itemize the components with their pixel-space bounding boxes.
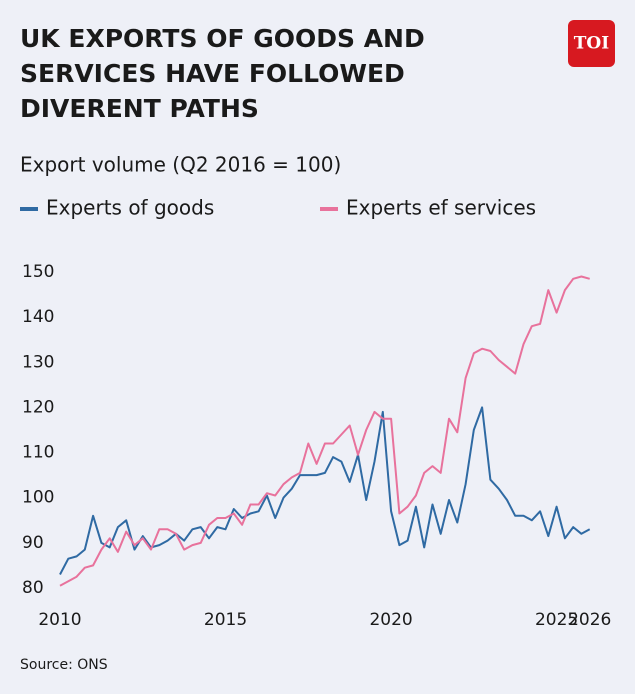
subtitle: Export volume (Q2 2016 = 100) [20, 153, 341, 177]
source: Source: ONS [20, 657, 108, 673]
x-tick-label: 2020 [369, 610, 412, 630]
x-tick-label: 2015 [204, 610, 247, 630]
y-tick-label: 150 [22, 262, 54, 282]
series-line [59, 275, 590, 587]
y-tick-label: 120 [22, 397, 54, 417]
logo-box [568, 20, 615, 67]
x-tick-label: 2010 [38, 610, 81, 630]
legend-label: Experts ef services [346, 196, 536, 220]
series-line [59, 406, 591, 575]
y-tick-label: 90 [22, 533, 44, 553]
y-tick-label: 130 [22, 352, 54, 372]
legend-label: Experts of goods [46, 196, 214, 220]
x-tick-label: 2025 [535, 610, 578, 630]
chart-title: UK EXPORTS OF GOODS AND [20, 24, 425, 53]
chart-title: DIVERENT PATHS [20, 94, 259, 123]
x-tick-label: 2026 [568, 610, 611, 630]
y-tick-label: 100 [22, 488, 54, 508]
y-tick-label: 140 [22, 307, 54, 327]
y-tick-label: 80 [22, 578, 44, 598]
y-tick-label: 110 [22, 443, 54, 463]
logo: TOI [574, 34, 609, 54]
chart-title: SERVICES HAVE FOLLOWED [20, 59, 405, 88]
